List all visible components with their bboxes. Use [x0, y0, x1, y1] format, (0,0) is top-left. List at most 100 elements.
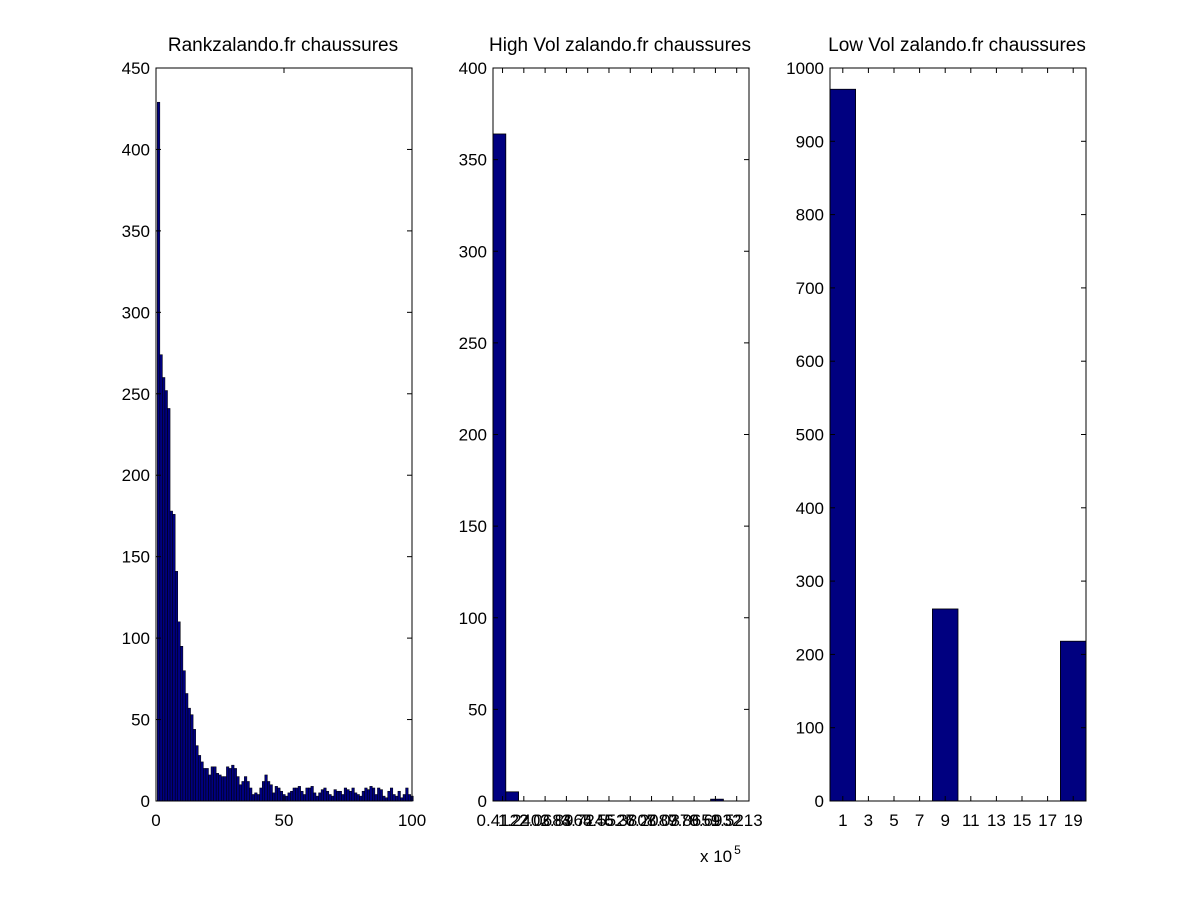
high-vol-ytick-label: 300	[459, 242, 487, 261]
rank-bar	[251, 794, 255, 802]
high-vol-ytick-label: 400	[459, 59, 487, 78]
rank-bar	[285, 795, 289, 802]
high-vol-x-multiplier: x 10 5	[700, 843, 741, 866]
rank-bar	[180, 646, 184, 802]
low-vol-xtick-label: 19	[1064, 811, 1083, 830]
rank-bar	[295, 787, 299, 802]
rank-bar	[402, 794, 406, 802]
rank-bar	[354, 792, 358, 802]
low-vol-xtick-label: 17	[1038, 811, 1057, 830]
low-vol-xtick-label: 13	[987, 811, 1006, 830]
rank-bar	[203, 768, 207, 802]
rank-bar	[349, 790, 353, 802]
rank-bar	[333, 789, 337, 802]
rank-bar	[364, 787, 368, 802]
rank-bar	[256, 794, 260, 802]
rank-bar	[392, 794, 396, 802]
high-vol-xtick-label: 6.2089	[626, 811, 678, 830]
high-vol-xtick-label: 2.0684	[519, 811, 571, 830]
rank-bar	[336, 790, 340, 802]
rank-bar	[246, 781, 250, 802]
high-vol-ytick-label: 250	[459, 334, 487, 353]
low-vol-histogram-panel: Low Vol zalando.fr chaussures 0 100 200 300…	[786, 35, 1087, 830]
rank-bar	[169, 510, 173, 802]
rank-bar	[320, 789, 324, 802]
rank-histogram-title: Rankzalando.fr chaussures	[168, 35, 398, 56]
high-vol-xtick-label: 3.7246	[562, 811, 614, 830]
high-vol-histogram-panel: High Vol zalando.fr chaussures 0 50 100 150…	[459, 35, 763, 866]
rank-bar	[279, 790, 283, 802]
low-vol-histogram-title: Low Vol zalando.fr chaussures	[828, 35, 1086, 56]
rank-bar	[308, 787, 312, 802]
high-vol-histogram-title: High Vol zalando.fr chaussures	[489, 35, 751, 56]
high-vol-bar	[492, 133, 507, 802]
rank-bar	[190, 714, 194, 802]
rank-ytick-label: 300	[122, 303, 150, 322]
rank-bar	[264, 774, 268, 802]
rank-bar	[313, 792, 317, 802]
high-vol-bar	[505, 791, 519, 802]
rank-bar	[185, 693, 189, 802]
rank-bar	[346, 789, 350, 802]
high-vol-histogram-ticks: 0 50 100 150 200 250 300 350 400 0.41221.24032.06…	[459, 59, 763, 830]
low-vol-bar	[932, 608, 959, 802]
rank-bar	[287, 792, 291, 802]
rank-bar	[221, 776, 225, 802]
high-vol-ytick-label: 50	[468, 700, 487, 719]
rank-histogram-bars	[157, 101, 414, 802]
low-vol-xtick-label: 7	[915, 811, 924, 830]
low-vol-ytick-label: 400	[796, 499, 824, 518]
rank-ytick-label: 450	[122, 59, 150, 78]
rank-bar	[305, 787, 309, 802]
rank-bar	[261, 781, 266, 802]
rank-bar	[210, 766, 214, 802]
rank-xtick-label: 0	[151, 811, 160, 830]
low-vol-xtick-label: 5	[889, 811, 898, 830]
rank-bar	[223, 776, 227, 802]
high-vol-xtick-label: 5.3808	[604, 811, 656, 830]
rank-bar	[325, 790, 330, 802]
low-vol-ytick-label: 700	[796, 279, 824, 298]
rank-bar	[377, 787, 381, 802]
rank-ytick-label: 100	[122, 629, 150, 648]
rank-bar	[241, 781, 245, 802]
rank-bar	[236, 776, 240, 802]
rank-histogram-ticks: 0 50 100 150 200 250 300 350 400 450 0 50 100	[122, 59, 427, 830]
rank-bar	[331, 795, 335, 802]
high-vol-ytick-label: 150	[459, 517, 487, 536]
rank-bar	[372, 787, 376, 802]
high-vol-xtick-label: 7.0370	[647, 811, 699, 830]
rank-bar	[338, 790, 342, 802]
high-vol-x-multiplier-exponent: 5	[734, 843, 741, 857]
rank-bar	[238, 784, 243, 802]
rank-bar	[389, 787, 394, 802]
rank-ytick-label: 50	[131, 711, 150, 730]
rank-bar	[182, 670, 186, 802]
rank-bar	[341, 794, 345, 802]
rank-bar	[218, 774, 222, 802]
rank-bar	[328, 794, 332, 802]
rank-bar	[405, 787, 409, 802]
rank-bar	[323, 787, 327, 802]
rank-bar	[172, 514, 176, 802]
low-vol-bar	[829, 88, 857, 802]
rank-bar	[290, 790, 294, 802]
low-vol-ytick-label: 0	[815, 792, 824, 811]
low-vol-ytick-label: 900	[796, 132, 824, 151]
rank-bar	[297, 786, 301, 802]
rank-bar	[277, 787, 281, 802]
rank-bar	[292, 787, 296, 802]
rank-bar	[274, 786, 278, 802]
rank-bar	[351, 787, 355, 802]
rank-bar	[272, 792, 276, 802]
low-vol-xtick-label: 1	[838, 811, 847, 830]
rank-ytick-label: 0	[141, 792, 150, 811]
rank-bar	[226, 766, 230, 802]
rank-bar	[228, 768, 232, 802]
rank-bar	[361, 790, 365, 802]
low-vol-ytick-label: 300	[796, 572, 824, 591]
rank-bar	[397, 790, 401, 802]
low-vol-bar	[1060, 640, 1087, 802]
high-vol-xtick-label: 2.8965	[540, 811, 592, 830]
